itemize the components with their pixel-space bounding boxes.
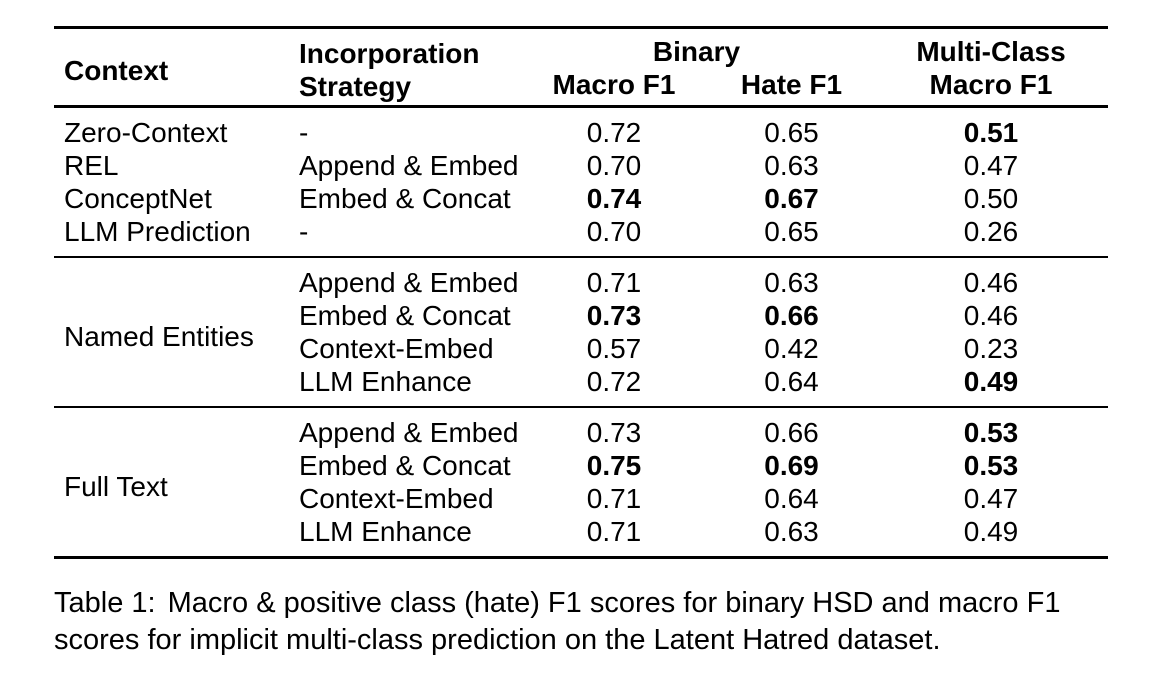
caption-text-line-2: scores for implicit multi-class predicti… bbox=[54, 624, 941, 656]
table-row-llm-prediction: LLM Prediction - 0.70 0.65 0.26 bbox=[54, 215, 1108, 257]
cell-mc-macro-f1: 0.53 bbox=[963, 417, 1019, 448]
cell-context: LLM Prediction bbox=[64, 216, 251, 247]
cell-macro-f1: 0.73 bbox=[586, 300, 642, 331]
cell-mc-macro-f1: 0.46 bbox=[963, 267, 1019, 298]
group-context-baselines: Zero-Context - 0.72 0.65 0.51 REL Append… bbox=[54, 107, 1108, 257]
table-row: Embed & Concat 0.73 0.66 0.46 bbox=[54, 299, 1108, 332]
cell-hate-f1: 0.65 bbox=[764, 216, 819, 247]
cell-macro-f1: 0.73 bbox=[586, 417, 642, 448]
table-row: Embed & Concat 0.75 0.69 0.53 bbox=[54, 449, 1108, 482]
table-row: Named Entities Append & Embed 0.71 0.63 … bbox=[54, 257, 1108, 352]
cell-hate-f1: 0.63 bbox=[764, 516, 819, 547]
header-row-1: Context Incorporation Strategy Binary Mu… bbox=[54, 28, 1108, 102]
cell-mc-macro-f1: 0.47 bbox=[963, 483, 1019, 514]
cell-mc-macro-f1: 0.53 bbox=[963, 450, 1019, 481]
cell-hate-f1: 0.42 bbox=[764, 333, 819, 364]
table-header: Context Incorporation Strategy Binary Mu… bbox=[54, 28, 1108, 107]
header-binary-hate-f1: Hate F1 bbox=[740, 69, 843, 100]
header-multiclass: Multi-Class bbox=[916, 36, 1066, 67]
table-row-rel: REL Append & Embed 0.70 0.63 0.47 bbox=[54, 149, 1108, 182]
group-label-named-entities: Named Entities bbox=[64, 320, 254, 352]
cell-strategy: Append & Embed bbox=[299, 150, 519, 181]
cell-mc-macro-f1: 0.46 bbox=[963, 300, 1019, 331]
cell-strategy: Embed & Concat bbox=[299, 300, 511, 331]
cell-macro-f1: 0.57 bbox=[586, 333, 642, 364]
cell-macro-f1: 0.70 bbox=[586, 216, 642, 247]
table-row: LLM Enhance 0.72 0.64 0.49 bbox=[54, 365, 1108, 407]
header-multiclass-macro-f1: Macro F1 bbox=[929, 69, 1053, 100]
cell-strategy: Embed & Concat bbox=[299, 450, 511, 481]
cell-hate-f1: 0.67 bbox=[764, 183, 819, 214]
table-row: Context-Embed 0.71 0.64 0.47 bbox=[54, 482, 1108, 515]
cell-hate-f1: 0.65 bbox=[764, 117, 819, 148]
table-row-conceptnet: ConceptNet Embed & Concat 0.74 0.67 0.50 bbox=[54, 182, 1108, 215]
header-binary: Binary bbox=[652, 36, 741, 67]
cell-mc-macro-f1: 0.26 bbox=[963, 216, 1019, 247]
cell-macro-f1: 0.71 bbox=[586, 516, 642, 547]
cell-mc-macro-f1: 0.51 bbox=[963, 117, 1019, 148]
cell-context: REL bbox=[64, 150, 119, 181]
cell-strategy: - bbox=[299, 117, 309, 148]
cell-macro-f1: 0.72 bbox=[586, 117, 642, 148]
table-row: Context-Embed 0.57 0.42 0.23 bbox=[54, 332, 1108, 365]
cell-strategy: LLM Enhance bbox=[299, 516, 472, 547]
group-full-text: Full Text Append & Embed 0.73 0.66 0.53 … bbox=[54, 407, 1108, 558]
cell-context: ConceptNet bbox=[64, 183, 212, 214]
header-strategy-line: Strategy bbox=[299, 71, 412, 102]
caption-label: Table 1: bbox=[54, 587, 156, 619]
table-row: LLM Enhance 0.71 0.63 0.49 bbox=[54, 515, 1108, 558]
cell-mc-macro-f1: 0.49 bbox=[963, 516, 1019, 547]
results-table: Context Incorporation Strategy Binary Mu… bbox=[54, 26, 1108, 559]
cell-mc-macro-f1: 0.49 bbox=[963, 366, 1019, 397]
cell-strategy: Append & Embed bbox=[299, 417, 519, 448]
cell-macro-f1: 0.74 bbox=[586, 183, 642, 214]
cell-strategy: - bbox=[299, 216, 309, 247]
cell-macro-f1: 0.70 bbox=[586, 150, 642, 181]
table-row-zero-context: Zero-Context - 0.72 0.65 0.51 bbox=[54, 107, 1108, 150]
cell-hate-f1: 0.69 bbox=[764, 450, 819, 481]
cell-strategy: Context-Embed bbox=[299, 333, 494, 364]
caption-text-line-1: Macro & positive class (hate) F1 scores … bbox=[167, 587, 1061, 619]
header-incorporation-strategy: Incorporation Strategy bbox=[289, 28, 519, 107]
group-named-entities: Named Entities Append & Embed 0.71 0.63 … bbox=[54, 257, 1108, 407]
cell-mc-macro-f1: 0.47 bbox=[963, 150, 1019, 181]
cell-hate-f1: 0.64 bbox=[764, 366, 819, 397]
cell-hate-f1: 0.63 bbox=[764, 267, 819, 298]
cell-macro-f1: 0.72 bbox=[586, 366, 642, 397]
cell-hate-f1: 0.66 bbox=[764, 417, 819, 448]
header-row-2: Macro F1 Hate F1 Macro F1 bbox=[54, 68, 1108, 107]
cell-macro-f1: 0.71 bbox=[586, 267, 642, 298]
cell-mc-macro-f1: 0.23 bbox=[963, 333, 1019, 364]
header-incorporation-line: Incorporation bbox=[299, 38, 480, 69]
cell-strategy: Embed & Concat bbox=[299, 183, 511, 214]
caption-line-1: Table 1: Macro & positive class (hate) F1… bbox=[54, 585, 1108, 622]
table-caption: Table 1: Macro & positive class (hate) F1… bbox=[54, 585, 1108, 659]
cell-strategy: LLM Enhance bbox=[299, 366, 472, 397]
cell-hate-f1: 0.63 bbox=[764, 150, 819, 181]
cell-mc-macro-f1: 0.50 bbox=[963, 183, 1019, 214]
cell-strategy: Append & Embed bbox=[299, 267, 519, 298]
group-label-full-text: Full Text bbox=[64, 470, 168, 502]
cell-hate-f1: 0.66 bbox=[764, 300, 819, 331]
cell-macro-f1: 0.75 bbox=[586, 450, 642, 481]
cell-strategy: Context-Embed bbox=[299, 483, 494, 514]
table-row: Full Text Append & Embed 0.73 0.66 0.53 bbox=[54, 407, 1108, 502]
cell-hate-f1: 0.64 bbox=[764, 483, 819, 514]
header-context: Context bbox=[64, 54, 169, 86]
header-binary-macro-f1: Macro F1 bbox=[552, 69, 676, 100]
cell-context: Zero-Context bbox=[64, 117, 228, 148]
cell-macro-f1: 0.71 bbox=[586, 483, 642, 514]
